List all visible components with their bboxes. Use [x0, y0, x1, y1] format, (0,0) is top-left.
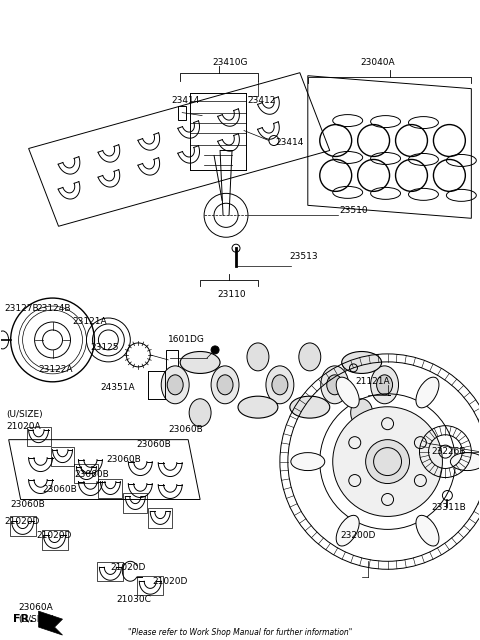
Bar	[50, 447, 74, 466]
Ellipse shape	[272, 375, 288, 395]
Ellipse shape	[416, 377, 439, 408]
Bar	[137, 576, 163, 595]
Ellipse shape	[299, 343, 321, 371]
Ellipse shape	[189, 399, 211, 427]
Bar	[178, 106, 186, 120]
Ellipse shape	[342, 351, 382, 374]
Text: 23060B: 23060B	[168, 425, 203, 434]
Ellipse shape	[217, 375, 233, 395]
Text: 23125: 23125	[90, 344, 119, 353]
Text: 23127B: 23127B	[5, 303, 39, 312]
Bar	[74, 463, 98, 483]
Circle shape	[366, 440, 409, 484]
Text: 23414: 23414	[171, 96, 199, 105]
Text: 23060A: 23060A	[19, 603, 53, 612]
Ellipse shape	[180, 351, 220, 374]
Text: 21020A: 21020A	[7, 422, 41, 431]
Text: 23121A: 23121A	[72, 317, 107, 326]
Bar	[166, 350, 178, 372]
Text: 21020D: 21020D	[152, 577, 188, 586]
Text: "Please refer to Work Shop Manual for further information": "Please refer to Work Shop Manual for fu…	[128, 628, 352, 637]
Bar	[10, 516, 36, 536]
Text: (U/SIZE): (U/SIZE)	[7, 410, 43, 419]
Text: FR.: FR.	[12, 614, 33, 624]
Polygon shape	[38, 611, 62, 635]
Ellipse shape	[167, 375, 183, 395]
Text: 23060B: 23060B	[43, 485, 77, 494]
Bar	[98, 479, 122, 498]
Ellipse shape	[321, 366, 348, 404]
Text: 23060B: 23060B	[74, 470, 109, 479]
Bar	[97, 563, 123, 582]
Text: 23060B: 23060B	[107, 455, 141, 464]
Text: 23226B: 23226B	[432, 447, 466, 456]
Text: 23311B: 23311B	[432, 503, 466, 512]
Ellipse shape	[247, 343, 269, 371]
Ellipse shape	[161, 366, 189, 404]
Text: 23040A: 23040A	[360, 58, 395, 67]
Text: 23060B: 23060B	[11, 500, 46, 509]
Bar	[123, 493, 147, 513]
Text: 23412: 23412	[248, 96, 276, 105]
Text: 23124B: 23124B	[36, 303, 71, 312]
Circle shape	[211, 346, 219, 354]
Text: 23200D: 23200D	[340, 531, 375, 540]
Ellipse shape	[416, 515, 439, 546]
Text: 23414: 23414	[275, 138, 303, 147]
Text: 1601DG: 1601DG	[168, 335, 205, 344]
Ellipse shape	[327, 375, 343, 395]
Text: 23122A: 23122A	[38, 365, 73, 374]
Ellipse shape	[450, 452, 480, 470]
Ellipse shape	[377, 375, 393, 395]
Text: 23110: 23110	[218, 289, 246, 299]
Ellipse shape	[266, 366, 294, 404]
Ellipse shape	[336, 515, 359, 546]
Ellipse shape	[211, 366, 239, 404]
Text: 23410G: 23410G	[212, 58, 248, 67]
Bar	[42, 531, 68, 550]
Text: (U/SIZE): (U/SIZE)	[19, 614, 55, 623]
Ellipse shape	[371, 366, 398, 404]
Text: 23513: 23513	[290, 252, 319, 260]
Text: 21121A: 21121A	[356, 378, 390, 387]
Circle shape	[333, 407, 443, 516]
Ellipse shape	[238, 396, 278, 418]
Text: 23510: 23510	[340, 206, 368, 215]
Ellipse shape	[336, 377, 359, 408]
Text: 21020D: 21020D	[5, 517, 40, 526]
Text: 23060B: 23060B	[136, 440, 171, 449]
Ellipse shape	[290, 396, 330, 418]
Bar	[26, 427, 50, 446]
Ellipse shape	[291, 452, 325, 470]
Text: 21020D: 21020D	[110, 563, 146, 572]
Text: 21030C: 21030C	[116, 595, 151, 604]
Bar	[148, 508, 172, 528]
Ellipse shape	[351, 399, 372, 427]
Text: 21020D: 21020D	[36, 531, 72, 540]
Text: 24351A: 24351A	[100, 383, 135, 392]
